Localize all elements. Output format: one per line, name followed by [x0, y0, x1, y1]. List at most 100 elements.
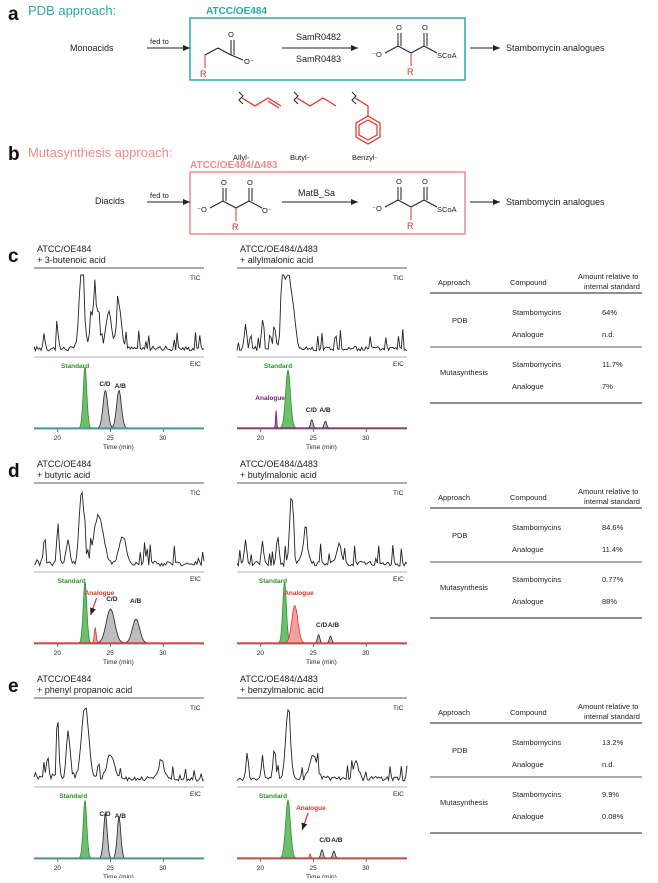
table-compound: Stambomycins [512, 523, 561, 532]
panel-b-letter: b [8, 144, 20, 165]
sample-title-line: ATCC/OE484 [37, 459, 91, 469]
analogue-arrow [90, 597, 98, 616]
x-axis-title: Time (min) [306, 874, 337, 878]
x-tick-label: 30 [159, 435, 167, 442]
o-product-a1: O [396, 23, 402, 32]
muta-strain-box [189, 171, 466, 235]
table-header-compound: Compound [510, 708, 547, 717]
tic-trace [236, 497, 408, 568]
o-diacid-1: O [221, 178, 227, 187]
table-value: 9.9% [602, 790, 619, 799]
ab-label: A/B [319, 407, 331, 414]
pdb-strain-label: ATCC/OE484 [206, 6, 267, 17]
standard-label: Standard [61, 363, 89, 370]
x-tick-label: 25 [107, 865, 115, 872]
butyl-structure [293, 91, 337, 107]
sample-title-line: ATCC/OE484 [37, 674, 91, 684]
panel-e: e ATCC/OE484+ phenyl propanoic acid TIC EIC… [8, 674, 642, 881]
analogue-label: Analogue [85, 590, 115, 597]
chromatogram-panels: c ATCC/OE484+ 3-butenoic acidTICEICStanda… [8, 244, 642, 881]
output-label-a: Stambomycin analogues [506, 43, 605, 53]
r-group-a2: R [407, 67, 414, 77]
eic-peak-grey [92, 608, 129, 644]
table-compound: Stambomycins [512, 360, 561, 369]
standard-label: Standard [59, 793, 87, 800]
side-chain-butyl: Butyl- [290, 153, 310, 162]
eic-label: EIC [190, 576, 201, 583]
analogue-label: Analogue [284, 590, 314, 597]
x-tick-label: 30 [362, 435, 370, 442]
pdb-strain-box [189, 17, 466, 81]
eic-peak-grey [120, 618, 152, 644]
table-compound: Analogue [512, 330, 544, 339]
ab-label: A/B [331, 837, 343, 844]
table-header-compound: Compound [510, 278, 547, 287]
tic-trace [33, 274, 205, 353]
table-header-approach: Approach [438, 708, 470, 717]
sample-title-line: + butylmalonic acid [240, 470, 317, 480]
x-axis-title: Time (min) [306, 444, 337, 451]
table-value: 88% [602, 597, 617, 606]
x-tick-label: 20 [54, 650, 62, 657]
table-compound: Stambomycins [512, 308, 561, 317]
panel-d-letter: d [8, 461, 20, 482]
table-compound: Stambomycins [512, 790, 561, 799]
table-header-approach: Approach [438, 278, 470, 287]
sample-title-line: ATCC/OE484/Δ483 [240, 459, 318, 469]
table-approach: Mutasynthesis [440, 798, 488, 807]
table-compound: Analogue [512, 812, 544, 821]
eic-label: EIC [393, 361, 404, 368]
o-minus-product-b: ⁻O [372, 204, 382, 213]
table-header-amount-line2: internal standard [584, 282, 640, 291]
eic-peak-grey [111, 815, 127, 859]
eic-label: EIC [190, 791, 201, 798]
monoacids-label: Monoacids [70, 43, 114, 53]
x-tick-label: 30 [159, 650, 167, 657]
tic-label: TIC [393, 275, 404, 282]
x-tick-label: 25 [310, 865, 318, 872]
fed-to-label-b: fed to [150, 191, 169, 200]
analogue-arrow [301, 812, 309, 831]
table-header-amount-line2: internal standard [584, 712, 640, 721]
table-header-amount: Amount relative to [578, 272, 638, 281]
eic-peak-red [91, 627, 100, 644]
diacids-label: Diacids [95, 196, 125, 206]
x-tick-label: 20 [257, 435, 265, 442]
sample-title-line: + 3-butenoic acid [37, 255, 106, 265]
eic-peak-grey [328, 850, 339, 859]
table-header-approach: Approach [438, 493, 470, 502]
eic-peak-grey [108, 389, 130, 429]
muta-strain-label: ATCC/OE484/Δ483 [190, 160, 278, 171]
table-approach: PDB [452, 531, 467, 540]
x-tick-label: 30 [362, 865, 370, 872]
table-value: n.d. [602, 760, 615, 769]
scoa-label-b: SCoA [437, 205, 457, 214]
x-tick-label: 25 [310, 650, 318, 657]
standard-label: Standard [58, 578, 86, 585]
ab-label: A/B [130, 598, 142, 605]
tic-label: TIC [190, 275, 201, 282]
eic-peak-grey [320, 420, 331, 429]
table-approach: PDB [452, 746, 467, 755]
table-value: 64% [602, 308, 617, 317]
table-value: 11.4% [602, 545, 623, 554]
panel-c: c ATCC/OE484+ 3-butenoic acid TIC EIC Standa… [8, 244, 642, 451]
x-tick-label: 25 [107, 435, 115, 442]
standard-label: Standard [259, 793, 287, 800]
table-compound: Stambomycins [512, 738, 561, 747]
mutasynthesis-approach-title: Mutasynthesis approach: [28, 145, 173, 160]
monoacid-structure [204, 40, 244, 68]
x-tick-label: 20 [54, 435, 62, 442]
x-tick-label: 30 [159, 865, 167, 872]
tic-trace [33, 491, 205, 567]
cd-label: C/D [306, 407, 318, 414]
sample-title-line: + butyric acid [37, 470, 90, 480]
tic-label: TIC [190, 490, 201, 497]
eic-label: EIC [190, 361, 201, 368]
x-axis-title: Time (min) [103, 874, 134, 878]
tic-trace [33, 707, 205, 782]
table-value: 7% [602, 382, 613, 391]
r-group-b2: R [407, 221, 414, 231]
o-minus-diacid-2: O⁻ [262, 206, 272, 215]
malonyl-coa-structure [384, 33, 438, 66]
